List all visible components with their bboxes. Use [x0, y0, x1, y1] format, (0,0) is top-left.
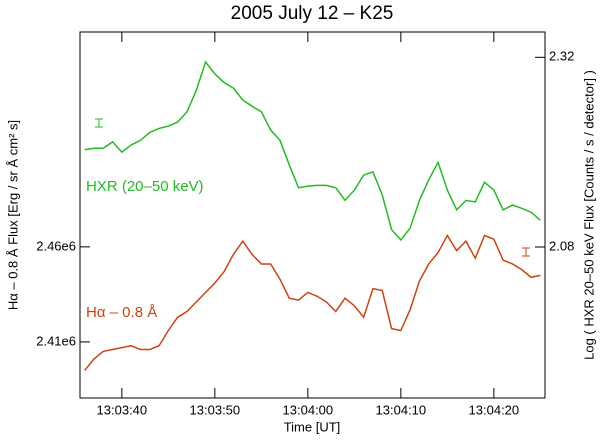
x-tick-label: 13:04:00: [283, 402, 334, 417]
y-tick-label: 2.46e6: [36, 238, 76, 253]
error-bar: [522, 247, 530, 257]
chart-title: 2005 July 12 – K25: [231, 3, 394, 24]
series-label: HXR (20–50 keV): [86, 178, 204, 195]
data-line: [84, 233, 541, 371]
x-tick-label: 13:03:40: [97, 402, 148, 417]
x-tick-label: 13:03:50: [190, 402, 241, 417]
error-bar: [95, 118, 103, 128]
y2-tick-label: 2.32: [549, 49, 574, 64]
series-label: Hα – 0.8 Å: [86, 304, 157, 321]
y-axis-label: Hα – 0.8 Å Flux [Erg / sr Å cm² s]: [5, 120, 20, 310]
y2-axis-label: Log ( HXR 20–50 keV Flux [Counts / s / d…: [581, 70, 596, 360]
x-axis-label: Time [UT]: [284, 419, 341, 434]
x-tick-label: 13:04:20: [469, 402, 520, 417]
y2-tick-label: 2.08: [549, 238, 574, 253]
plot-frame: [79, 31, 546, 399]
y-tick-label: 2.41e6: [36, 333, 76, 348]
x-tick-label: 13:04:10: [376, 402, 427, 417]
data-line: [84, 60, 541, 242]
